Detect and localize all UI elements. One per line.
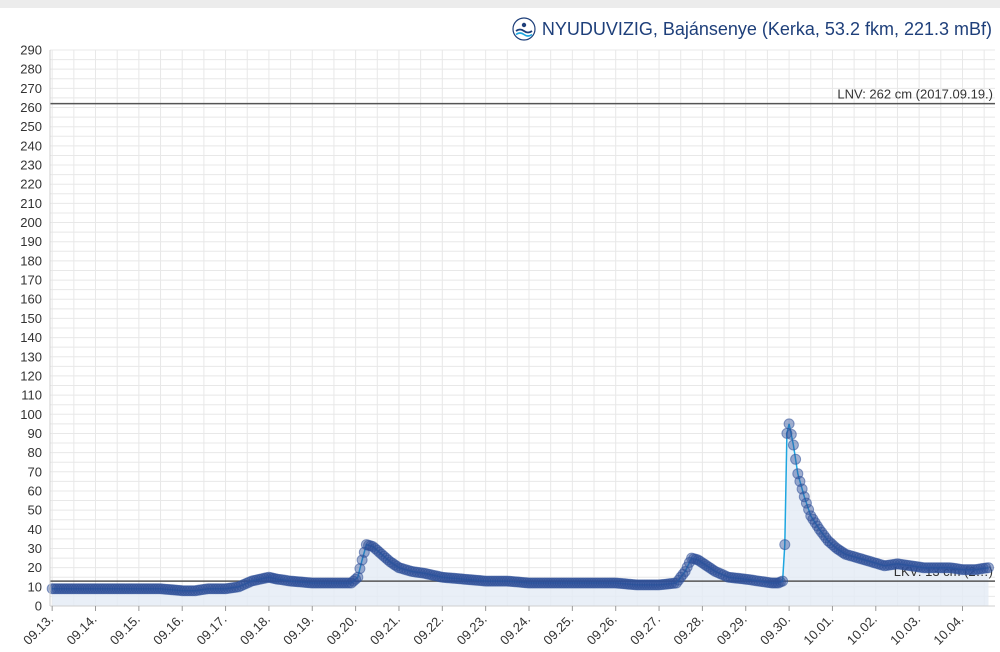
- x-tick-label: 09.28.: [670, 612, 706, 648]
- chart-header: NYUDUVIZIG, Bajánsenye (Kerka, 53.2 fkm,…: [512, 14, 992, 44]
- x-tick-label: 09.23.: [454, 612, 490, 648]
- y-tick-label: 220: [20, 177, 42, 192]
- x-tick-label: 09.24.: [497, 612, 533, 648]
- x-tick-label: 10.03.: [887, 612, 923, 648]
- y-tick-label: 100: [20, 407, 42, 422]
- y-tick-label: 230: [20, 158, 42, 173]
- y-tick-label: 240: [20, 138, 42, 153]
- y-tick-label: 30: [28, 541, 42, 556]
- y-tick-label: 270: [20, 81, 42, 96]
- series-points: [46, 418, 994, 597]
- x-tick-label: 09.27.: [627, 612, 663, 648]
- series-area-fill: [52, 423, 989, 606]
- y-tick-label: 110: [21, 388, 42, 403]
- x-tick-label: 09.30.: [757, 612, 793, 648]
- x-tick-label: 09.13.: [20, 612, 56, 648]
- x-tick-label: 09.25.: [540, 612, 576, 648]
- chart-grid: [50, 49, 995, 606]
- data-point: [777, 575, 789, 587]
- data-point: [983, 562, 994, 574]
- y-tick-label: 0: [35, 599, 42, 614]
- y-tick-label: 190: [20, 234, 42, 249]
- y-tick-label: 10: [28, 579, 42, 594]
- x-tick-label: 10.04.: [930, 612, 966, 648]
- y-tick-label: 70: [28, 464, 42, 479]
- y-tick-label: 60: [28, 483, 42, 498]
- y-tick-label: 130: [20, 349, 42, 364]
- y-tick-label: 280: [20, 62, 42, 77]
- y-tick-label: 90: [28, 426, 42, 441]
- data-point: [803, 504, 815, 515]
- y-tick-label: 20: [28, 560, 42, 575]
- data-point: [787, 439, 799, 451]
- y-tick-label: 290: [20, 43, 42, 58]
- x-axis-ticks: 09.13. 09.14. 09.15. 09.16. 09.17. 09.18. 09.1…: [20, 606, 967, 648]
- reference-line-label: LNV: 262 cm (2017.09.19.): [837, 87, 993, 102]
- data-point: [783, 418, 795, 430]
- y-tick-label: 180: [20, 253, 42, 268]
- x-tick-label: 09.20.: [324, 612, 360, 648]
- y-tick-label: 40: [28, 522, 42, 537]
- x-tick-label: 09.15.: [107, 612, 143, 648]
- x-tick-label: 09.14.: [63, 612, 99, 648]
- x-tick-label: 09.18.: [237, 612, 273, 648]
- y-tick-label: 120: [20, 368, 42, 383]
- y-tick-label: 210: [20, 196, 42, 211]
- data-point: [790, 453, 802, 465]
- x-tick-label: 09.21.: [367, 612, 403, 648]
- x-tick-label: 09.19.: [280, 612, 316, 648]
- data-point: [779, 539, 791, 551]
- x-tick-label: 09.26.: [584, 612, 620, 648]
- data-point: [354, 563, 366, 575]
- data-point: [785, 428, 797, 440]
- chart-title: NYUDUVIZIG, Bajánsenye (Kerka, 53.2 fkm,…: [541, 18, 992, 39]
- water-wave-logo-icon: [512, 17, 536, 41]
- x-tick-label: 09.22.: [410, 612, 446, 648]
- y-tick-label: 160: [20, 292, 42, 307]
- reference-lines: LNV: 262 cm (2017.09.19.)LKV: 13 cm (2…): [50, 87, 995, 582]
- x-tick-label: 10.02.: [844, 612, 880, 648]
- y-tick-label: 250: [20, 119, 42, 134]
- y-tick-label: 50: [28, 503, 42, 518]
- y-tick-label: 80: [28, 445, 42, 460]
- data-point: [798, 491, 810, 503]
- top-border-bar: [0, 0, 1000, 8]
- x-tick-label: 09.29.: [714, 612, 750, 648]
- y-tick-label: 150: [20, 311, 42, 326]
- x-tick-label: 10.01.: [800, 612, 836, 648]
- y-axis-ticks: 0 10 20 30 40 50 60 70 80 90 100 110 120 130 140 150 160…: [20, 43, 42, 614]
- y-tick-label: 260: [20, 100, 42, 115]
- y-tick-label: 200: [20, 215, 42, 230]
- data-point: [352, 571, 364, 583]
- y-tick-label: 170: [20, 273, 42, 288]
- y-tick-label: 140: [20, 330, 42, 345]
- x-tick-label: 09.17.: [194, 612, 230, 648]
- data-point: [800, 497, 812, 509]
- x-tick-label: 09.16.: [150, 612, 186, 648]
